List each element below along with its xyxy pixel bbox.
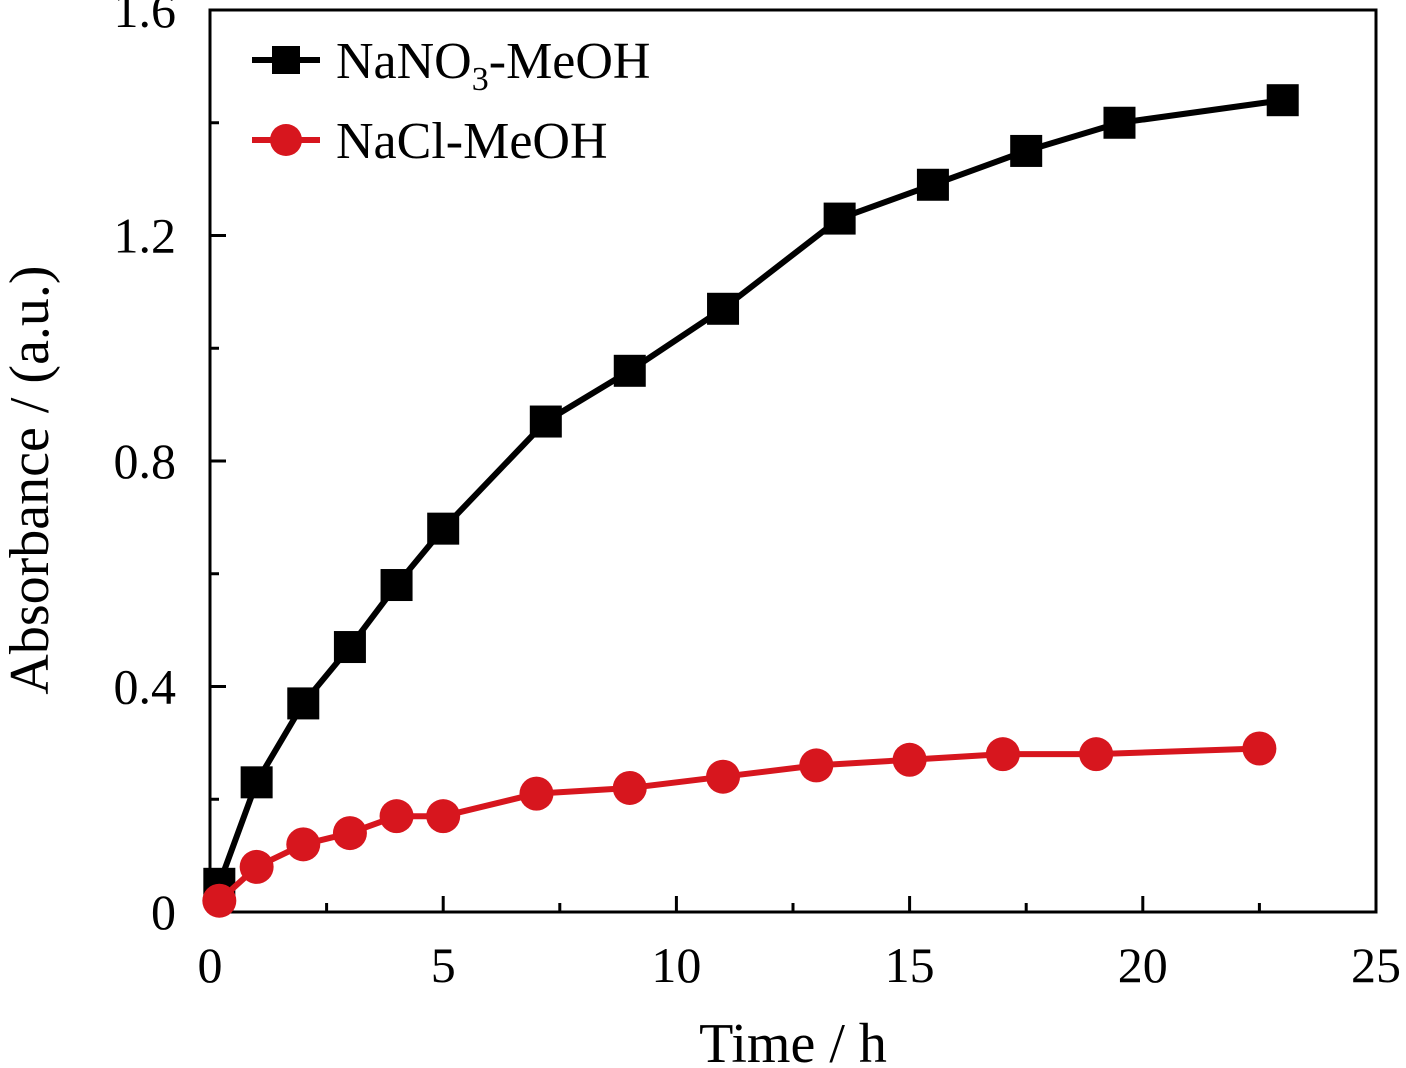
series-line — [216, 97, 1284, 885]
data-point — [426, 799, 461, 834]
data-point — [332, 816, 367, 851]
y-tick-label: 1.6 — [114, 0, 177, 38]
data-point — [529, 405, 562, 438]
data-point — [916, 168, 949, 201]
data-point — [985, 737, 1020, 772]
y-tick-label: 1.2 — [114, 208, 177, 264]
data-point — [612, 770, 647, 805]
legend-label-nano3: NaNO3-MeOH — [336, 33, 651, 98]
data-point — [613, 354, 646, 387]
data-point — [799, 748, 834, 783]
x-tick-label: 5 — [431, 937, 456, 993]
data-point — [1079, 737, 1114, 772]
data-point — [1103, 106, 1136, 139]
legend-marker-nacl — [270, 124, 302, 156]
legend-label-nano3-suffix: -MeOH — [489, 33, 651, 90]
data-point — [1242, 731, 1277, 766]
series-nano3 — [203, 84, 1299, 900]
axis-tick-labels: 0 5 10 15 20 25 0 0.4 0.8 1.2 1.6 — [114, 0, 1402, 993]
x-tick-label: 20 — [1118, 937, 1168, 993]
y-tick-label: 0.8 — [114, 433, 177, 489]
series-nacl — [202, 731, 1277, 918]
legend-label-nano3-sub: 3 — [472, 61, 489, 98]
y-tick-label: 0 — [151, 884, 176, 940]
legend-label-nano3-base: NaNO — [336, 33, 472, 90]
data-point — [1010, 134, 1043, 167]
data-point — [706, 759, 741, 794]
data-point — [707, 292, 740, 325]
data-point — [379, 799, 414, 834]
x-axis-title: Time / h — [699, 1013, 887, 1068]
x-tick-label: 0 — [198, 937, 223, 993]
data-point — [892, 742, 927, 777]
data-point — [202, 883, 237, 918]
x-tick-label: 25 — [1351, 937, 1401, 993]
data-point — [333, 631, 366, 664]
data-point — [239, 849, 274, 884]
data-point — [380, 569, 413, 602]
legend-entry-nano3: NaNO3-MeOH — [252, 33, 651, 98]
data-point — [287, 687, 320, 720]
legend-entry-nacl: NaCl-MeOH — [252, 113, 608, 170]
y-axis-title: Absorbance / (a.u.) — [0, 265, 61, 694]
data-point — [519, 776, 554, 811]
data-point — [427, 512, 460, 545]
x-tick-label: 15 — [885, 937, 935, 993]
data-point — [823, 202, 856, 235]
legend-marker-nano3 — [272, 46, 300, 74]
x-tick-label: 10 — [651, 937, 701, 993]
y-tick-label: 0.4 — [114, 659, 177, 715]
legend: NaNO3-MeOH NaCl-MeOH — [252, 33, 651, 170]
legend-label-nacl: NaCl-MeOH — [336, 113, 608, 170]
data-point — [240, 766, 273, 799]
series-layer — [202, 84, 1299, 918]
series-line — [217, 745, 1260, 903]
data-point — [286, 827, 321, 862]
data-point — [1266, 84, 1299, 117]
